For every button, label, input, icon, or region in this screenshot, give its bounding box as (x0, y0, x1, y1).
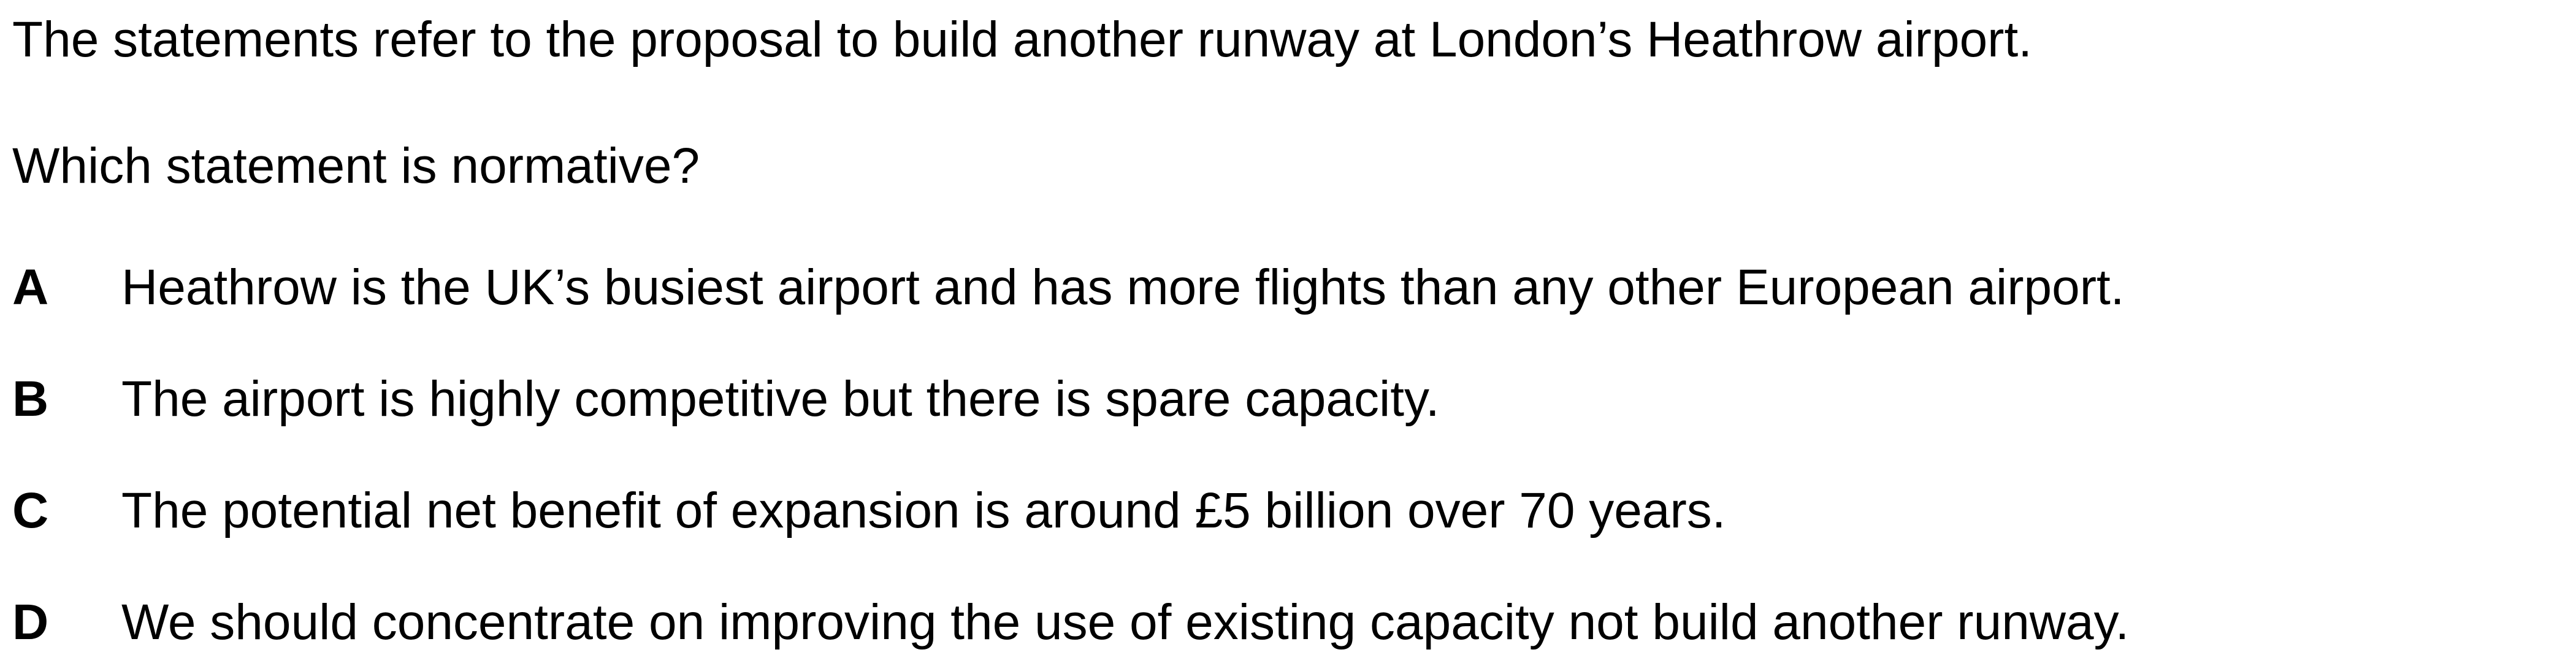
option-text: Heathrow is the UK’s busiest airport and… (121, 259, 2125, 315)
option-letter: D (12, 594, 49, 650)
question-prompt: Which statement is normative? (12, 138, 700, 194)
option-text: The potential net benefit of expansion i… (121, 483, 1726, 538)
option-text: We should concentrate on improving the u… (121, 594, 2130, 650)
option-text: The airport is highly competitive but th… (121, 371, 1440, 427)
option-letter: A (12, 259, 49, 315)
question-stem: The statements refer to the proposal to … (12, 12, 2033, 67)
option-letter: B (12, 371, 49, 427)
option-letter: C (12, 483, 49, 538)
